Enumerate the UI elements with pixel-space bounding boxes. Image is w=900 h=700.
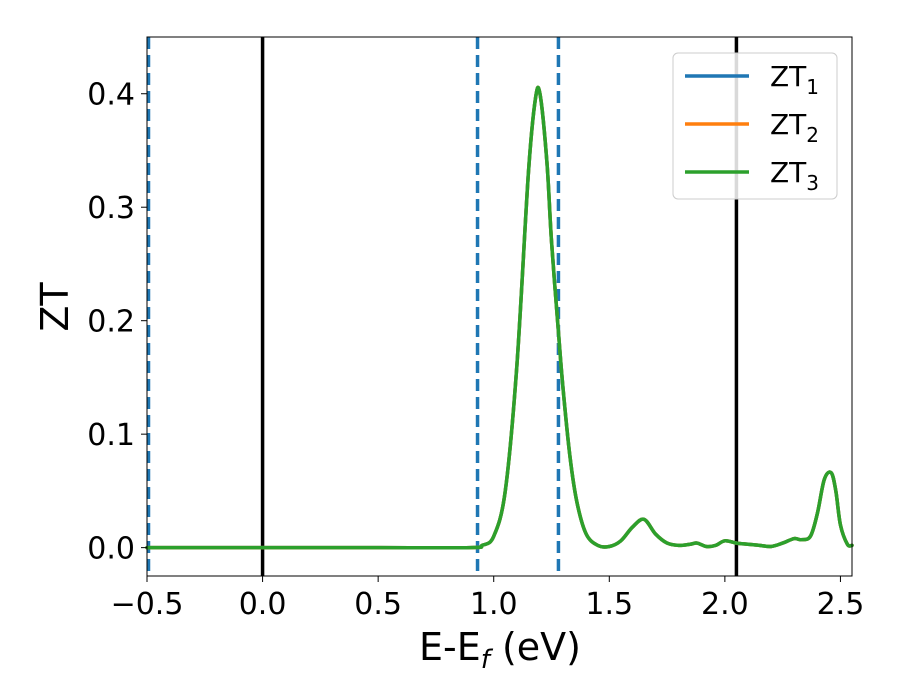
legend-label-zt-2: ZT2: [770, 108, 819, 147]
x-axis: −0.5 0.0 0.5 1.0 1.5 2.0 2.5: [111, 576, 865, 622]
series-lines: [145, 85, 854, 550]
x-tick-label: 1.0: [470, 587, 518, 622]
y-tick-label: 0.3: [87, 191, 135, 226]
legend-label-zt-1: ZT1: [770, 60, 819, 99]
series-line-zt-3: [145, 85, 854, 550]
x-axis-title: E-Ef (eV): [419, 625, 581, 675]
x-tick-label: 0.5: [354, 587, 402, 622]
x-tick-label: 2.0: [701, 587, 749, 622]
y-tick-label: 0.1: [87, 418, 135, 453]
y-axis-title: ZT: [33, 282, 77, 332]
legend-label-zt-3: ZT3: [770, 156, 819, 195]
y-tick-label: 0.4: [87, 78, 135, 113]
y-axis: 0.0 0.1 0.2 0.3 0.4: [87, 78, 147, 567]
plot-frame: [146, 36, 853, 577]
x-tick-label: 0.0: [239, 587, 287, 622]
x-tick-label: −0.5: [111, 587, 184, 622]
y-tick-label: 0.0: [87, 532, 135, 567]
x-axis-title-main: E-E: [419, 625, 481, 669]
y-tick-label: 0.2: [87, 305, 135, 340]
x-axis-title-unit: (eV): [490, 625, 581, 669]
legend: ZT1 ZT2 ZT3: [672, 52, 838, 200]
x-tick-label: 2.5: [817, 587, 865, 622]
reference-lines: [146, 37, 739, 576]
legend-box: [672, 52, 838, 200]
x-tick-label: 1.5: [585, 587, 633, 622]
